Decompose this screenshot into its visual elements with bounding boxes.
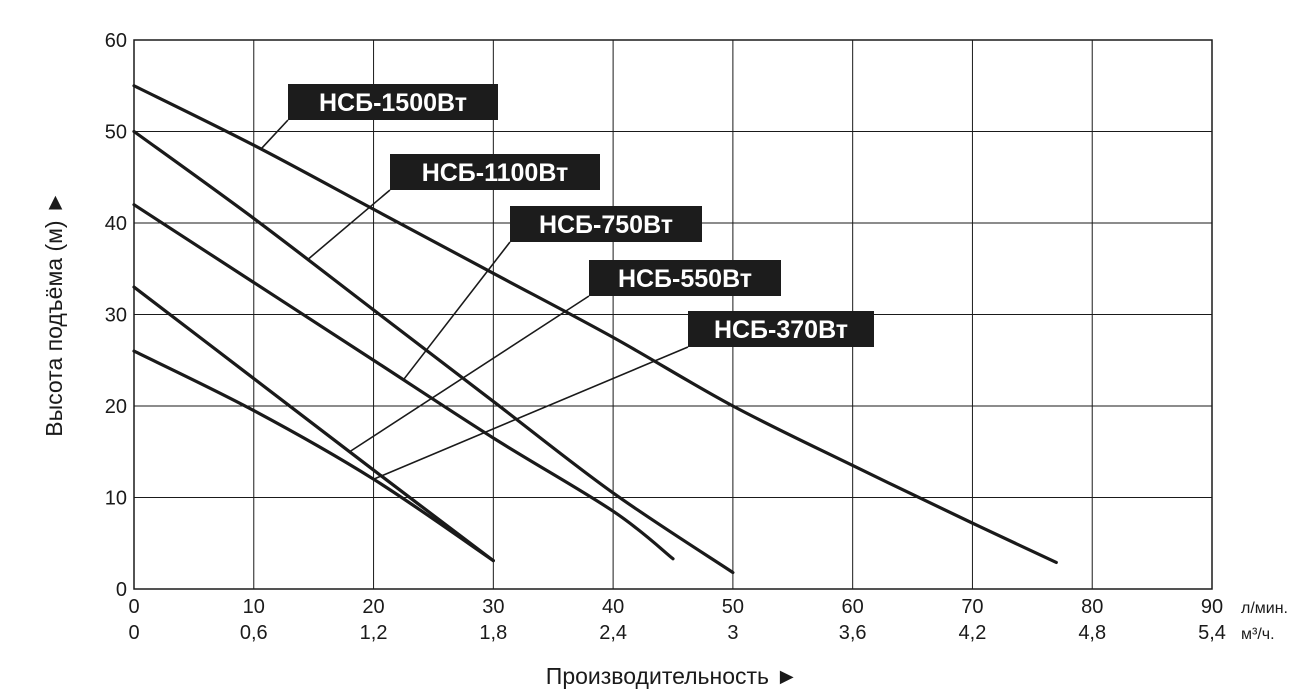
series-label-3: НСБ-750Вт — [539, 211, 673, 239]
series-line-1 — [132, 84, 1058, 565]
series-label-4: НСБ-550Вт — [618, 265, 752, 293]
x-tick-label: 10 — [243, 596, 265, 618]
x-tick-label: 90 — [1201, 596, 1223, 618]
x2-tick-label: 2,4 — [599, 622, 627, 644]
x2-tick-label: 0,6 — [240, 622, 268, 644]
x-unit-label: л/мин. — [1241, 600, 1288, 617]
x2-tick-label: 3,6 — [839, 622, 867, 644]
leader-line-2 — [307, 189, 391, 261]
y-tick-label: 50 — [105, 122, 127, 144]
x2-tick-label: 5,4 — [1198, 622, 1226, 644]
y-tick-label: 10 — [105, 488, 127, 510]
x2-tick-label: 4,2 — [959, 622, 987, 644]
x-tick-label: 0 — [128, 596, 139, 618]
x2-tick-label: 1,8 — [479, 622, 507, 644]
series-label-2: НСБ-1100Вт — [422, 159, 569, 187]
series-line-2 — [132, 129, 735, 575]
leader-line-1 — [260, 119, 289, 150]
series-line-5 — [132, 349, 495, 563]
series-label-box-3 — [510, 206, 702, 242]
x-tick-label: 50 — [722, 596, 744, 618]
y-tick-label: 20 — [105, 396, 127, 418]
plot-frame — [133, 39, 1213, 590]
x-tick-label: 80 — [1081, 596, 1103, 618]
y-tick-label: 40 — [105, 213, 127, 235]
leader-line-4 — [349, 295, 590, 453]
x-tick-label: 60 — [842, 596, 864, 618]
y-tick-label: 0 — [116, 579, 127, 601]
x-tick-label: 40 — [602, 596, 624, 618]
y-axis-title: Высота подъёма (м) ► — [41, 191, 67, 436]
series-label-5: НСБ-370Вт — [714, 316, 848, 344]
series-labels: НСБ-1500Вт НСБ-1100Вт НСБ-750Вт НСБ-550Вт НС… — [288, 84, 874, 347]
x2-tick-label: 0 — [128, 622, 139, 644]
x2-tick-label: 4,8 — [1078, 622, 1106, 644]
x-tick-label: 20 — [362, 596, 384, 618]
series-label-box-2 — [390, 154, 600, 190]
x-tick-label: 70 — [961, 596, 983, 618]
x-tick-label: 30 — [482, 596, 504, 618]
tick-labels: 0 10 20 30 40 50 60 0 10 20 30 40 50 60 70 80 90 0 0,6 1,2 1… — [105, 30, 1288, 644]
x-axis-title: Производительность ► — [546, 663, 798, 689]
y-tick-label: 60 — [105, 30, 127, 52]
leader-line-5 — [373, 346, 689, 480]
series-label-box-5 — [688, 311, 874, 347]
leader-line-3 — [402, 241, 511, 381]
label-leaders — [260, 119, 689, 480]
series-lines — [132, 84, 1058, 575]
series-label-1: НСБ-1500Вт — [319, 89, 467, 117]
x2-tick-label: 1,2 — [360, 622, 388, 644]
series-line-3 — [132, 203, 675, 561]
x2-unit-label: м³/ч. — [1241, 626, 1275, 643]
series-line-4 — [132, 285, 495, 563]
series-label-box-4 — [589, 260, 781, 296]
grid — [134, 40, 1212, 589]
series-label-box-1 — [288, 84, 498, 120]
y-tick-label: 30 — [105, 305, 127, 327]
x2-tick-label: 3 — [727, 622, 738, 644]
